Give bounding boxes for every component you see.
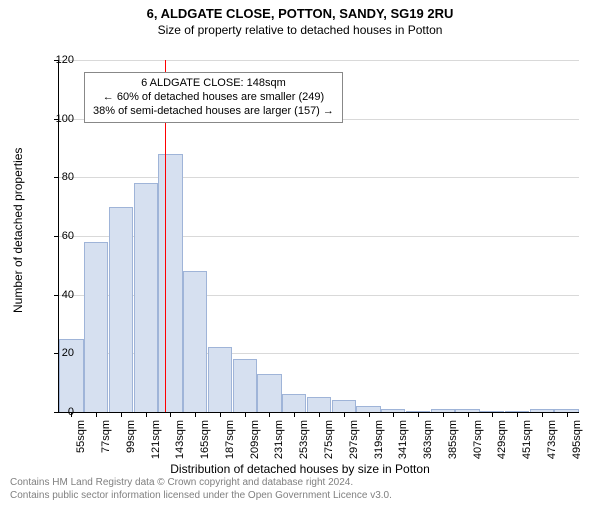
x-tick [344,412,345,417]
x-tick [369,412,370,417]
histogram-bar [134,183,158,412]
x-tick-label: 429sqm [496,420,508,459]
x-tick-label: 363sqm [422,420,434,459]
histogram-bar [109,207,133,412]
x-tick [517,412,518,417]
histogram-bar [307,397,331,412]
x-tick-label: 275sqm [323,420,335,459]
y-axis-label: Number of detached properties [11,153,25,313]
y-tick-label: 40 [40,289,74,301]
x-tick-label: 495sqm [571,420,583,459]
x-tick-label: 77sqm [100,420,112,453]
x-tick [220,412,221,417]
x-tick-label: 121sqm [150,420,162,459]
x-tick [418,412,419,417]
histogram-bar [282,394,306,412]
x-tick [269,412,270,417]
annotation-line-2: ← 60% of detached houses are smaller (24… [93,91,334,105]
x-tick-label: 341sqm [397,420,409,459]
x-tick-label: 407sqm [472,420,484,459]
x-tick-label: 253sqm [298,420,310,459]
x-tick-label: 143sqm [174,420,186,459]
y-tick-label: 0 [40,406,74,418]
gridline [59,60,579,61]
footer-line-1: Contains HM Land Registry data © Crown c… [10,477,392,490]
x-tick [170,412,171,417]
x-tick-label: 187sqm [224,420,236,459]
x-tick [567,412,568,417]
x-tick [443,412,444,417]
footer-line-2: Contains public sector information licen… [10,490,392,503]
x-tick-label: 209sqm [249,420,261,459]
x-tick [96,412,97,417]
x-axis-label: Distribution of detached houses by size … [0,462,600,476]
x-tick [195,412,196,417]
x-tick [542,412,543,417]
x-tick [393,412,394,417]
y-tick-label: 20 [40,347,74,359]
y-tick-label: 80 [40,171,74,183]
histogram-bar [158,154,182,412]
x-tick [319,412,320,417]
chart-subtitle: Size of property relative to detached ho… [0,23,600,37]
y-tick-label: 60 [40,230,74,242]
x-tick [146,412,147,417]
x-tick [468,412,469,417]
histogram-bar [233,359,257,412]
x-tick [121,412,122,417]
x-tick-label: 297sqm [348,420,360,459]
x-tick-label: 55sqm [75,420,87,453]
y-tick-label: 100 [40,113,74,125]
x-tick-label: 385sqm [447,420,459,459]
histogram-bar [183,271,207,412]
chart-title: 6, ALDGATE CLOSE, POTTON, SANDY, SG19 2R… [0,6,600,21]
annotation-line-3: 38% of semi-detached houses are larger (… [93,105,334,119]
x-tick-label: 231sqm [273,420,285,459]
x-tick-label: 473sqm [546,420,558,459]
gridline [59,177,579,178]
x-tick [294,412,295,417]
x-tick-label: 165sqm [199,420,211,459]
x-tick [492,412,493,417]
x-tick-label: 99sqm [125,420,137,453]
histogram-bar [208,347,232,412]
y-tick-label: 120 [40,54,74,66]
histogram-bar [332,400,356,412]
x-tick-label: 319sqm [373,420,385,459]
attribution-footer: Contains HM Land Registry data © Crown c… [10,477,392,502]
histogram-bar [84,242,108,412]
x-tick [245,412,246,417]
histogram-bar [257,374,281,412]
x-tick-label: 451sqm [521,420,533,459]
annotation-line-1: 6 ALDGATE CLOSE: 148sqm [93,77,334,91]
annotation-box: 6 ALDGATE CLOSE: 148sqm ← 60% of detache… [84,72,343,123]
